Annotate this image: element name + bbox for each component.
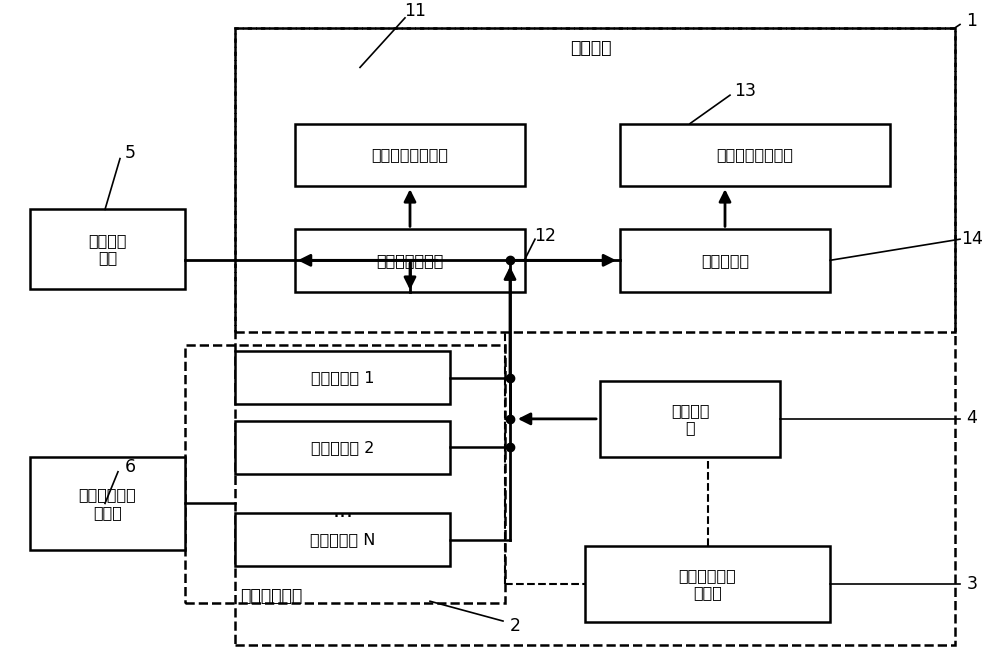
Text: 高压继电器: 高压继电器 xyxy=(701,253,749,268)
Text: 分布式能量管
理单元: 分布式能量管 理单元 xyxy=(679,568,736,600)
Text: 超级电容储能单元: 超级电容储能单元 xyxy=(372,148,448,162)
Bar xyxy=(30,209,185,289)
Text: 增程器单元 2: 增程器单元 2 xyxy=(311,440,374,455)
Bar xyxy=(235,352,450,404)
Text: 高压负载
端: 高压负载 端 xyxy=(671,403,709,436)
Bar xyxy=(585,546,830,622)
Text: 14: 14 xyxy=(961,230,983,248)
Bar xyxy=(295,229,525,292)
Text: 增程器单元 N: 增程器单元 N xyxy=(310,532,375,547)
Bar xyxy=(620,229,830,292)
Text: 双向直流逆变器: 双向直流逆变器 xyxy=(376,253,444,268)
Bar xyxy=(600,381,780,457)
Bar xyxy=(235,28,955,332)
Bar xyxy=(30,457,185,549)
Bar xyxy=(235,421,450,474)
Text: 储能单元: 储能单元 xyxy=(570,38,612,56)
Text: 4: 4 xyxy=(967,408,977,426)
Bar xyxy=(235,513,450,566)
Text: 增程器单元 1: 增程器单元 1 xyxy=(311,371,374,385)
Text: 2: 2 xyxy=(510,617,520,635)
Text: 1: 1 xyxy=(966,12,978,30)
Text: 6: 6 xyxy=(124,458,136,476)
Text: 车载充电
装置: 车载充电 装置 xyxy=(88,233,127,265)
Bar xyxy=(295,124,525,186)
Text: 燃料采集与供
给系统: 燃料采集与供 给系统 xyxy=(79,487,136,520)
Text: 13: 13 xyxy=(734,81,756,99)
Text: 动力电池储能单元: 动力电池储能单元 xyxy=(716,148,794,162)
Bar xyxy=(185,345,505,602)
Bar xyxy=(235,28,955,645)
Text: 12: 12 xyxy=(534,227,556,245)
Text: 11: 11 xyxy=(404,2,426,21)
Text: 3: 3 xyxy=(966,575,978,593)
Text: 增程器单元组: 增程器单元组 xyxy=(240,587,302,605)
Bar xyxy=(620,124,890,186)
Text: ···: ··· xyxy=(332,506,354,527)
Text: 5: 5 xyxy=(124,144,136,162)
